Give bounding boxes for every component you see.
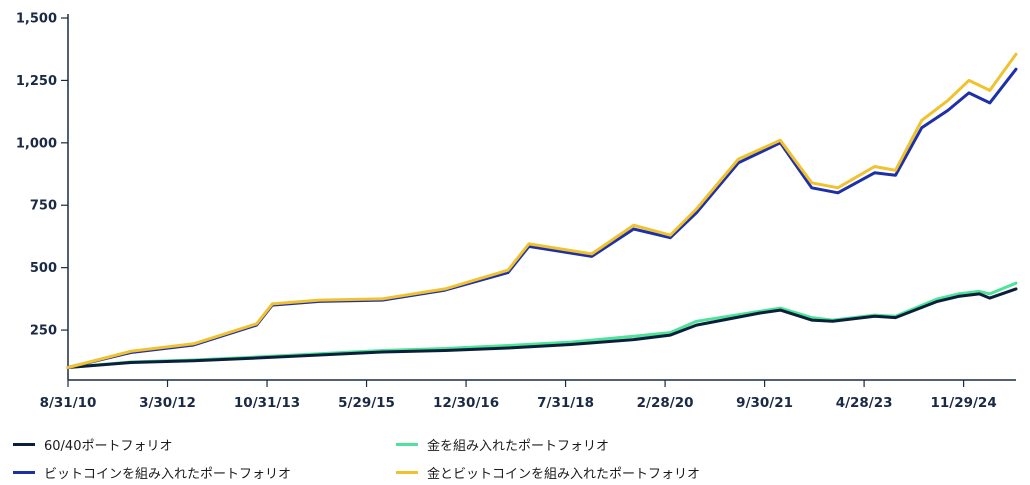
y-tick-label: 250 <box>30 324 57 339</box>
series-lines <box>66 52 1018 369</box>
y-tick-label: 500 <box>30 261 57 276</box>
x-tick-label: 8/31/10 <box>40 395 97 411</box>
y-tick-label: 1,500 <box>16 12 57 27</box>
y-tick-label: 1,000 <box>16 136 57 151</box>
series-line-bitcoin <box>66 67 1018 369</box>
x-tick-label: 12/30/16 <box>433 395 499 411</box>
y-axis: 1,500 1,250 1,000 750 500 250 <box>16 12 69 380</box>
x-tick-label: 3/30/12 <box>139 395 196 411</box>
series-line-gold <box>66 281 1018 369</box>
x-tick-label: 7/31/18 <box>537 395 594 411</box>
series-line-gold-bitcoin <box>66 52 1018 369</box>
y-tick-label: 750 <box>30 199 57 214</box>
x-tick-label: 11/29/24 <box>931 395 997 411</box>
x-axis: 8/31/10 3/30/12 10/31/13 5/29/15 12/30/16 7/3… <box>40 379 1016 411</box>
series-line-60-40 <box>66 287 1018 369</box>
x-tick-label: 10/31/13 <box>234 395 300 411</box>
x-tick-label: 9/30/21 <box>736 395 793 411</box>
y-tick-label: 1,250 <box>16 74 57 89</box>
x-tick-label: 2/28/20 <box>637 395 694 411</box>
x-tick-label: 4/28/23 <box>836 395 893 411</box>
x-tick-label: 5/29/15 <box>338 395 395 411</box>
